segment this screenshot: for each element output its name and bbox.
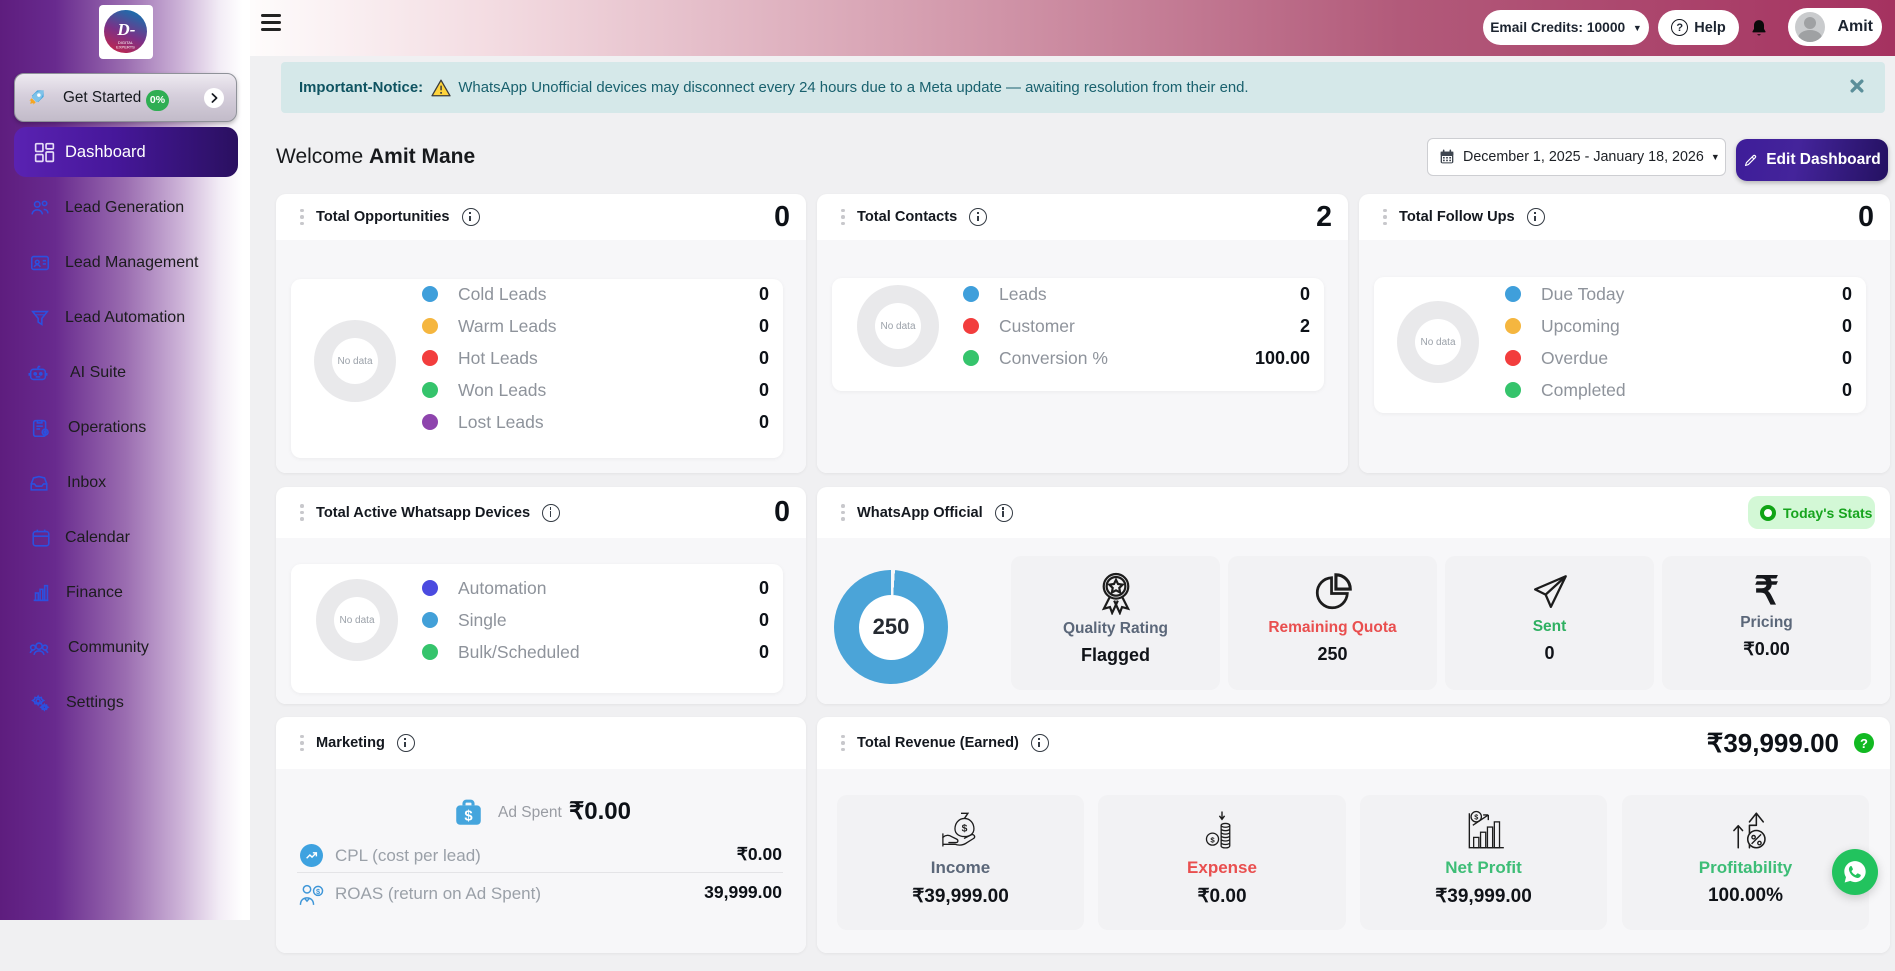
svg-text:D‑: D‑ <box>116 20 135 39</box>
svg-text:EXPERTS: EXPERTS <box>116 45 135 50</box>
svg-text:$: $ <box>464 809 473 825</box>
svg-text:$: $ <box>1210 836 1215 845</box>
svg-text:$: $ <box>316 887 320 896</box>
svg-text:$: $ <box>961 823 967 834</box>
svg-text:DIGITAL: DIGITAL <box>118 40 134 45</box>
svg-text:$: $ <box>1474 813 1478 822</box>
